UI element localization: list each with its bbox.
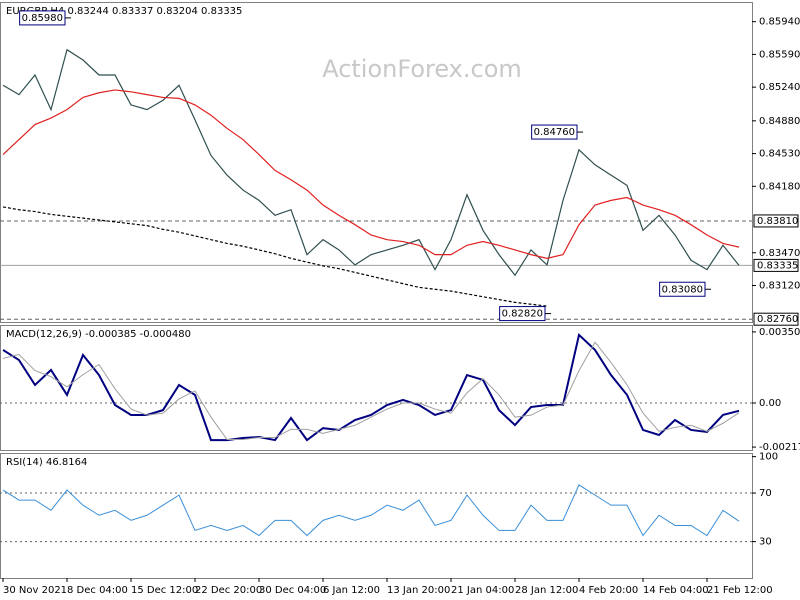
x-tick-label: 30 Dec 04:00 <box>259 585 326 596</box>
y-tick-label: 0.003509 <box>759 327 800 338</box>
panel-title: MACD(12,26,9) -0.000385 -0.000480 <box>6 329 191 340</box>
annotation-box <box>499 306 546 322</box>
panel-title: EURGBP,H4 0.83244 0.83337 0.83204 0.8333… <box>6 6 242 17</box>
y-tick-label: 0.85940 <box>759 17 800 28</box>
x-tick-label: 30 Nov 2021 <box>3 585 67 596</box>
annotation-box <box>19 10 66 26</box>
watermark: ActionForex.com <box>322 55 522 83</box>
series-line <box>2 206 548 307</box>
annotation-label: 0.82820 <box>502 309 543 320</box>
x-tick-label: 13 Jan 20:00 <box>387 585 450 596</box>
level-label: 0.82760 <box>757 314 798 325</box>
x-tick-label: 28 Jan 12:00 <box>515 585 578 596</box>
level-label: 0.83810 <box>757 216 798 227</box>
panel-frame <box>0 453 753 579</box>
x-tick-label: 14 Feb 04:00 <box>643 585 709 596</box>
panel-title: RSI(14) 46.8164 <box>6 457 87 468</box>
y-tick-label: 0.83120 <box>759 281 800 292</box>
series-line <box>2 89 740 259</box>
annotation-label: 0.83080 <box>662 284 703 295</box>
series-line <box>2 333 740 442</box>
y-tick-label: 0.84530 <box>759 149 800 160</box>
y-tick-label: 30 <box>759 537 772 548</box>
y-tick-label: 0.84880 <box>759 116 800 127</box>
panel-frame <box>0 2 753 323</box>
annotation-box <box>659 281 706 297</box>
level-label-box <box>753 214 799 228</box>
series-line <box>2 484 740 537</box>
y-tick-label: 0.85590 <box>759 49 800 60</box>
panel-frame <box>0 325 753 451</box>
x-tick-label: 4 Feb 20:00 <box>579 585 638 596</box>
y-tick-label: 100 <box>759 452 778 463</box>
x-tick-label: 8 Dec 04:00 <box>67 585 128 596</box>
annotation-label: 0.84760 <box>534 127 575 138</box>
y-tick-label: -0.002176 <box>759 442 800 453</box>
y-tick-label: 0.00 <box>759 398 781 409</box>
annotation-box <box>531 124 578 140</box>
series-line <box>2 341 740 440</box>
series-line <box>2 48 740 277</box>
x-tick-label: 15 Dec 12:00 <box>131 585 198 596</box>
y-tick-label: 0.83470 <box>759 248 800 259</box>
y-tick-label: 0.85240 <box>759 82 800 93</box>
y-tick-label: 70 <box>759 488 772 499</box>
level-label-box <box>753 312 799 326</box>
level-label-box <box>753 258 799 272</box>
level-label: 0.83335 <box>757 260 798 271</box>
x-tick-label: 22 Dec 20:00 <box>195 585 262 596</box>
x-tick-label: 6 Jan 12:00 <box>323 585 380 596</box>
y-tick-label: 0.84180 <box>759 181 800 192</box>
x-tick-label: 21 Jan 04:00 <box>451 585 514 596</box>
x-tick-label: 21 Feb 12:00 <box>707 585 773 596</box>
annotation-label: 0.85980 <box>22 13 63 24</box>
